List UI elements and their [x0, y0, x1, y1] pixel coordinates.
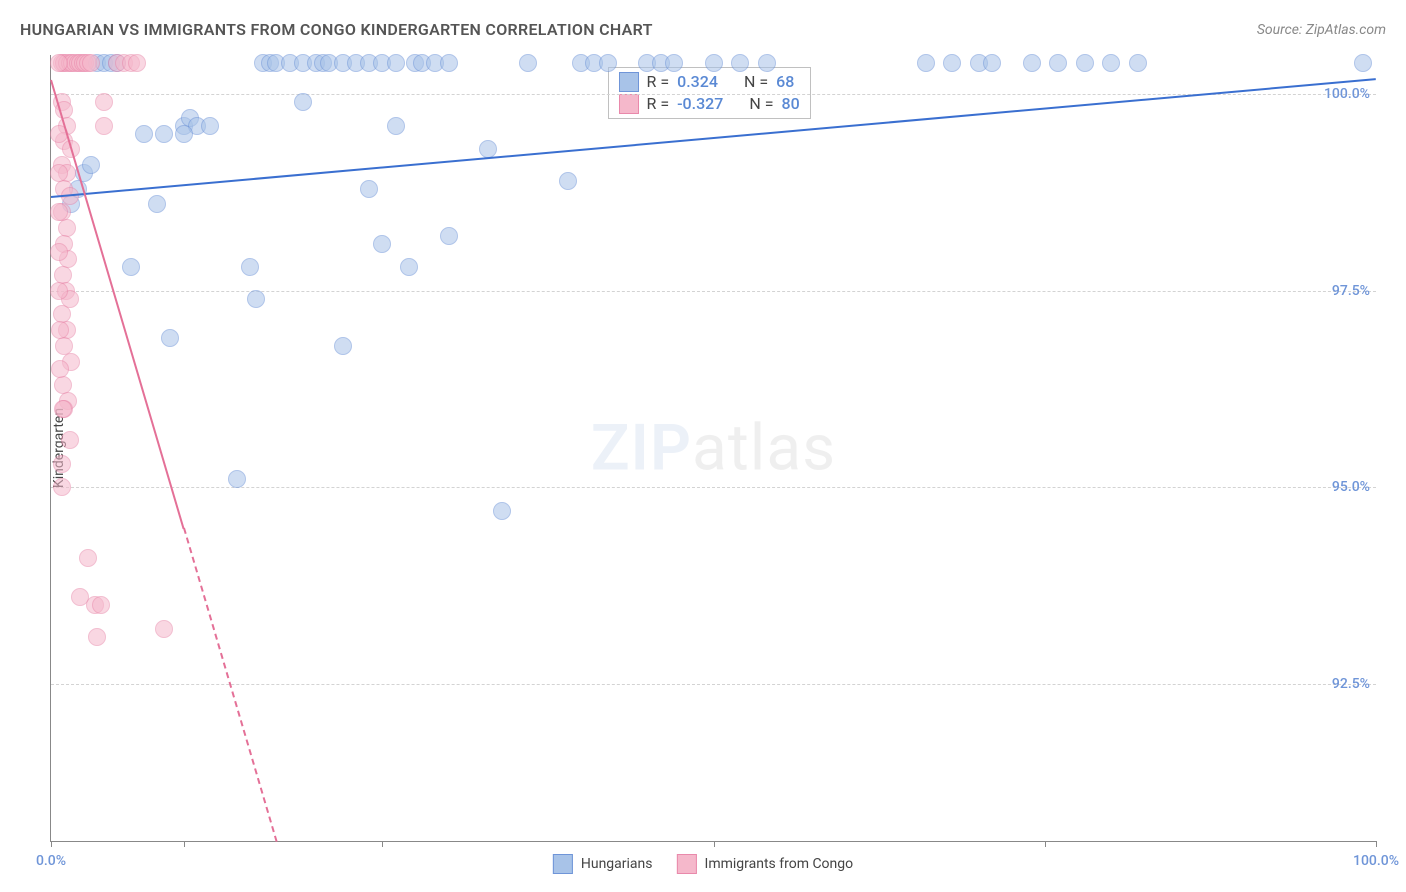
data-point: [50, 54, 68, 72]
data-point: [50, 282, 68, 300]
data-point: [334, 337, 352, 355]
data-point: [53, 455, 71, 473]
data-point: [135, 125, 153, 143]
stat-r-label: R =: [647, 72, 670, 91]
y-tick-label: 95.0%: [1332, 479, 1370, 495]
y-tick-label: 97.5%: [1332, 283, 1370, 299]
data-point: [92, 596, 110, 614]
legend-swatch: [553, 854, 573, 874]
legend: Hungarians Immigrants from Congo: [553, 854, 853, 874]
data-point: [175, 125, 193, 143]
data-point: [387, 54, 405, 72]
x-tick-label: 100.0%: [1353, 853, 1399, 869]
data-point: [400, 258, 418, 276]
data-point: [53, 478, 71, 496]
x-tick-label: 0.0%: [36, 853, 66, 869]
data-point: [599, 54, 617, 72]
data-point: [241, 258, 259, 276]
data-point: [54, 400, 72, 418]
data-point: [51, 321, 69, 339]
grid-line-h: [51, 487, 1376, 488]
data-point: [51, 360, 69, 378]
data-point: [201, 117, 219, 135]
data-point: [61, 431, 79, 449]
x-tick-mark: [1376, 841, 1377, 847]
data-point: [148, 195, 166, 213]
stat-n-value: 80: [782, 94, 800, 113]
trend-line: [183, 528, 278, 842]
data-point: [128, 54, 146, 72]
x-tick-mark: [184, 841, 185, 847]
data-point: [228, 470, 246, 488]
grid-line-h: [51, 684, 1376, 685]
legend-label: Immigrants from Congo: [705, 856, 854, 872]
data-point: [917, 54, 935, 72]
data-point: [360, 180, 378, 198]
y-tick-label: 100.0%: [1324, 86, 1370, 102]
stat-r-value: 0.324: [677, 72, 718, 91]
data-point: [731, 54, 749, 72]
data-point: [1354, 54, 1372, 72]
data-point: [387, 117, 405, 135]
data-point: [1023, 54, 1041, 72]
stat-n-value: 68: [776, 72, 794, 91]
stat-r-label: R =: [647, 94, 670, 113]
data-point: [665, 54, 683, 72]
legend-swatch: [677, 854, 697, 874]
data-point: [50, 243, 68, 261]
data-point: [82, 156, 100, 174]
data-point: [1129, 54, 1147, 72]
x-tick-mark: [51, 841, 52, 847]
stats-box: R =0.324N =68R =-0.327N =80: [608, 67, 811, 119]
data-point: [1049, 54, 1067, 72]
data-point: [155, 620, 173, 638]
data-point: [79, 549, 97, 567]
data-point: [95, 117, 113, 135]
watermark-atlas: atlas: [692, 411, 836, 486]
data-point: [519, 54, 537, 72]
data-point: [82, 54, 100, 72]
data-point: [440, 227, 458, 245]
data-point: [493, 502, 511, 520]
legend-item: Immigrants from Congo: [677, 854, 854, 874]
plot-area: Kindergarten ZIPatlas R =0.324N =68R =-0…: [50, 55, 1376, 842]
data-point: [95, 93, 113, 111]
watermark: ZIPatlas: [591, 411, 836, 486]
data-point: [983, 54, 1001, 72]
title-bar: HUNGARIAN VS IMMIGRANTS FROM CONGO KINDE…: [20, 20, 1386, 39]
stats-row: R = -0.327 N = 80: [619, 94, 800, 114]
data-point: [122, 258, 140, 276]
chart-title: HUNGARIAN VS IMMIGRANTS FROM CONGO KINDE…: [20, 20, 653, 39]
y-tick-label: 92.5%: [1332, 676, 1370, 692]
stat-r-value: -0.327: [677, 94, 723, 113]
data-point: [705, 54, 723, 72]
data-point: [50, 203, 68, 221]
data-point: [373, 235, 391, 253]
source-attribution: Source: ZipAtlas.com: [1257, 22, 1386, 38]
data-point: [559, 172, 577, 190]
stat-n-label: N =: [744, 72, 768, 91]
x-tick-mark: [382, 841, 383, 847]
data-point: [1076, 54, 1094, 72]
x-tick-mark: [714, 841, 715, 847]
watermark-zip: ZIP: [591, 411, 692, 486]
data-point: [50, 164, 68, 182]
data-point: [440, 54, 458, 72]
data-point: [1102, 54, 1120, 72]
data-point: [247, 290, 265, 308]
data-point: [161, 329, 179, 347]
legend-item: Hungarians: [553, 854, 653, 874]
series-swatch: [619, 72, 639, 92]
data-point: [155, 125, 173, 143]
data-point: [758, 54, 776, 72]
data-point: [88, 628, 106, 646]
x-tick-mark: [1045, 841, 1046, 847]
stat-n-label: N =: [749, 94, 773, 113]
legend-label: Hungarians: [581, 856, 653, 872]
stats-row: R = 0.324 N = 68: [619, 72, 800, 92]
series-swatch: [619, 94, 639, 114]
data-point: [943, 54, 961, 72]
data-point: [294, 93, 312, 111]
